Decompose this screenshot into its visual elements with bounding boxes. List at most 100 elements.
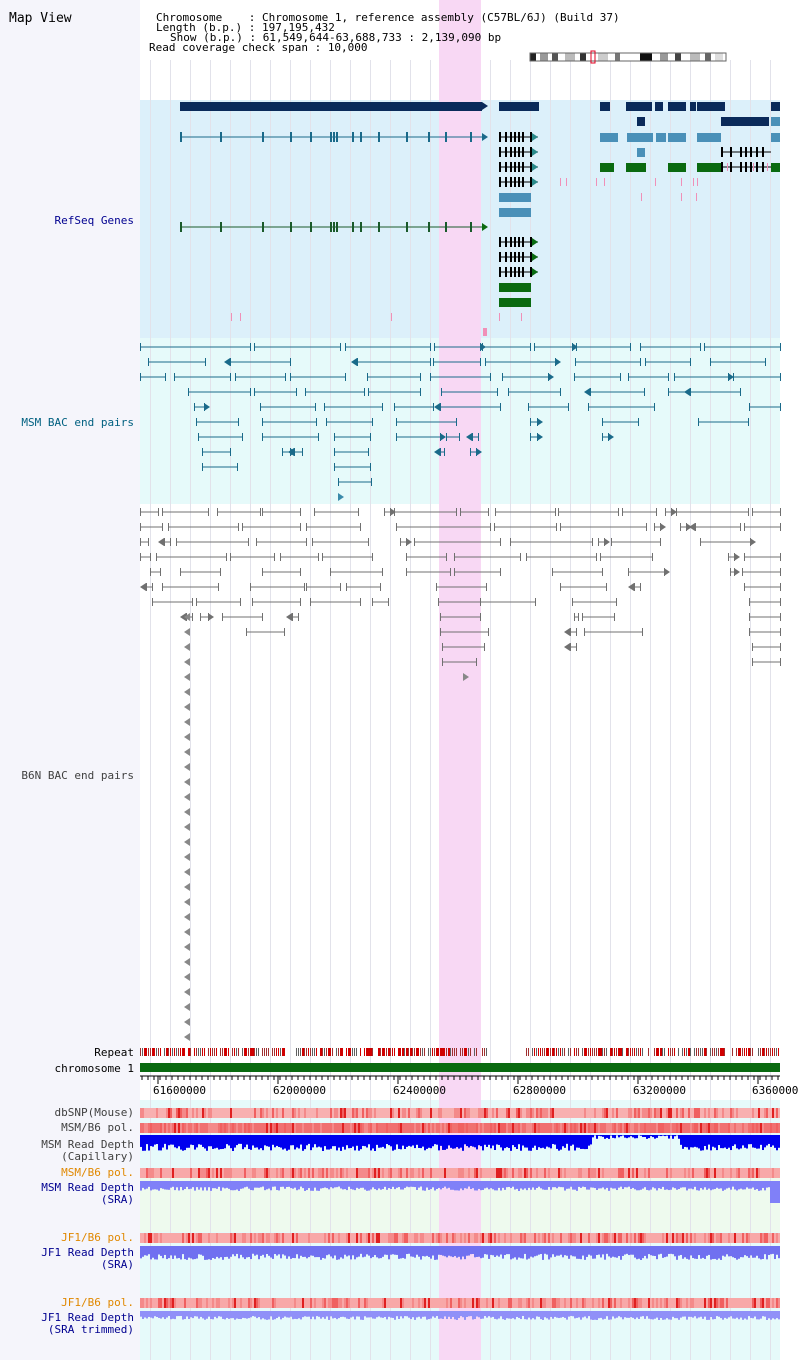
bac-end-mark	[500, 538, 501, 546]
heat-cell	[364, 1168, 366, 1178]
depth-bar	[200, 1135, 202, 1145]
heat-cell	[666, 1298, 668, 1308]
bac-end-mark	[226, 553, 227, 561]
depth-bar	[356, 1135, 358, 1146]
depth-bar	[242, 1135, 244, 1150]
repeat-mark	[742, 1048, 743, 1056]
depth-bar	[196, 1311, 198, 1317]
bac-end-mark	[441, 388, 442, 396]
depth-bar	[554, 1181, 556, 1188]
chromosome-ideogram	[529, 50, 727, 64]
heat-cell	[598, 1298, 600, 1308]
depth-bar	[442, 1311, 444, 1319]
depth-bar	[274, 1181, 276, 1187]
heat-cell	[536, 1168, 538, 1178]
bac-end-mark	[430, 358, 431, 366]
bac-end-mark	[217, 508, 218, 516]
repeat-mark	[280, 1048, 281, 1056]
heat-cell	[762, 1298, 764, 1308]
depth-bar	[536, 1135, 538, 1150]
heat-cell	[650, 1108, 652, 1118]
depth-bar	[268, 1246, 270, 1256]
repeat-mark	[528, 1048, 529, 1056]
heat-cell	[252, 1168, 254, 1178]
gene-exon	[530, 252, 532, 262]
heat-cell	[338, 1233, 340, 1243]
depth-bar	[158, 1311, 160, 1318]
heat-cell	[536, 1108, 538, 1118]
depth-bar	[600, 1311, 602, 1318]
heat-cell	[510, 1298, 512, 1308]
heat-cell	[200, 1168, 202, 1178]
depth-bar	[592, 1311, 594, 1320]
heat-cell	[502, 1123, 504, 1133]
depth-bar	[232, 1246, 234, 1255]
depth-bar	[624, 1135, 626, 1138]
heat-cell	[632, 1123, 634, 1133]
refseq-genes-label[interactable]: RefSeq Genes	[54, 214, 134, 227]
depth-bar	[572, 1246, 574, 1257]
bac-end-mark	[306, 538, 307, 546]
heat-cell	[748, 1233, 750, 1243]
bac-end-arrow	[184, 838, 190, 846]
gene-block	[771, 163, 780, 172]
depth-bar	[344, 1311, 346, 1318]
depth-bar	[672, 1181, 674, 1188]
gene-exon	[505, 147, 507, 157]
bac-end-mark	[700, 343, 701, 351]
depth-bar	[526, 1135, 528, 1148]
depth-bar	[588, 1181, 590, 1190]
depth-bar	[570, 1311, 572, 1316]
heat-cell	[474, 1168, 476, 1178]
gene-strand-arrow	[482, 223, 488, 231]
depth-bar	[504, 1181, 506, 1190]
depth-bar	[778, 1181, 780, 1203]
gene-exon	[220, 132, 222, 142]
depth-bar	[530, 1181, 532, 1190]
gene-exon	[514, 132, 516, 142]
depth-bar	[582, 1135, 584, 1149]
snp-tick	[604, 178, 605, 186]
depth-bar	[514, 1311, 516, 1320]
bac-end-mark	[780, 553, 781, 561]
depth-bar	[222, 1311, 224, 1319]
depth-bar	[202, 1181, 204, 1191]
heat-cell	[716, 1233, 718, 1243]
depth-bar	[718, 1135, 720, 1146]
depth-bar	[622, 1246, 624, 1256]
bac-end-mark	[200, 613, 201, 621]
heat-cell	[164, 1298, 166, 1308]
bac-end-mark	[490, 373, 491, 381]
repeat-mark	[670, 1048, 671, 1056]
bac-end-mark	[640, 343, 641, 351]
heat-cell	[336, 1168, 338, 1178]
depth-bar	[470, 1181, 472, 1190]
gene-block	[690, 102, 696, 111]
depth-bar	[514, 1246, 516, 1258]
depth-bar	[652, 1135, 654, 1138]
msm-bac-label[interactable]: MSM BAC end pairs	[21, 416, 134, 429]
bac-end-mark	[262, 613, 263, 621]
ideogram-band	[715, 53, 723, 61]
bac-end-mark	[230, 448, 231, 456]
depth-bar	[614, 1311, 616, 1319]
heat-cell	[268, 1233, 270, 1243]
depth-bar	[414, 1246, 416, 1258]
depth-bar	[584, 1135, 586, 1150]
heat-cell	[520, 1108, 522, 1118]
heat-cell	[282, 1233, 284, 1243]
depth-bar	[296, 1246, 298, 1255]
b6n-bac-label[interactable]: B6N BAC end pairs	[21, 769, 134, 782]
depth-bar	[512, 1135, 514, 1146]
depth-bar	[750, 1135, 752, 1145]
heat-cell	[538, 1233, 540, 1243]
depth-bar	[436, 1246, 438, 1260]
repeat-mark	[244, 1048, 247, 1056]
repeat-mark	[468, 1048, 469, 1056]
depth-bar	[508, 1181, 510, 1187]
depth-bar	[714, 1246, 716, 1259]
depth-bar	[546, 1181, 548, 1190]
depth-bar	[496, 1135, 498, 1145]
depth-bar	[636, 1311, 638, 1318]
